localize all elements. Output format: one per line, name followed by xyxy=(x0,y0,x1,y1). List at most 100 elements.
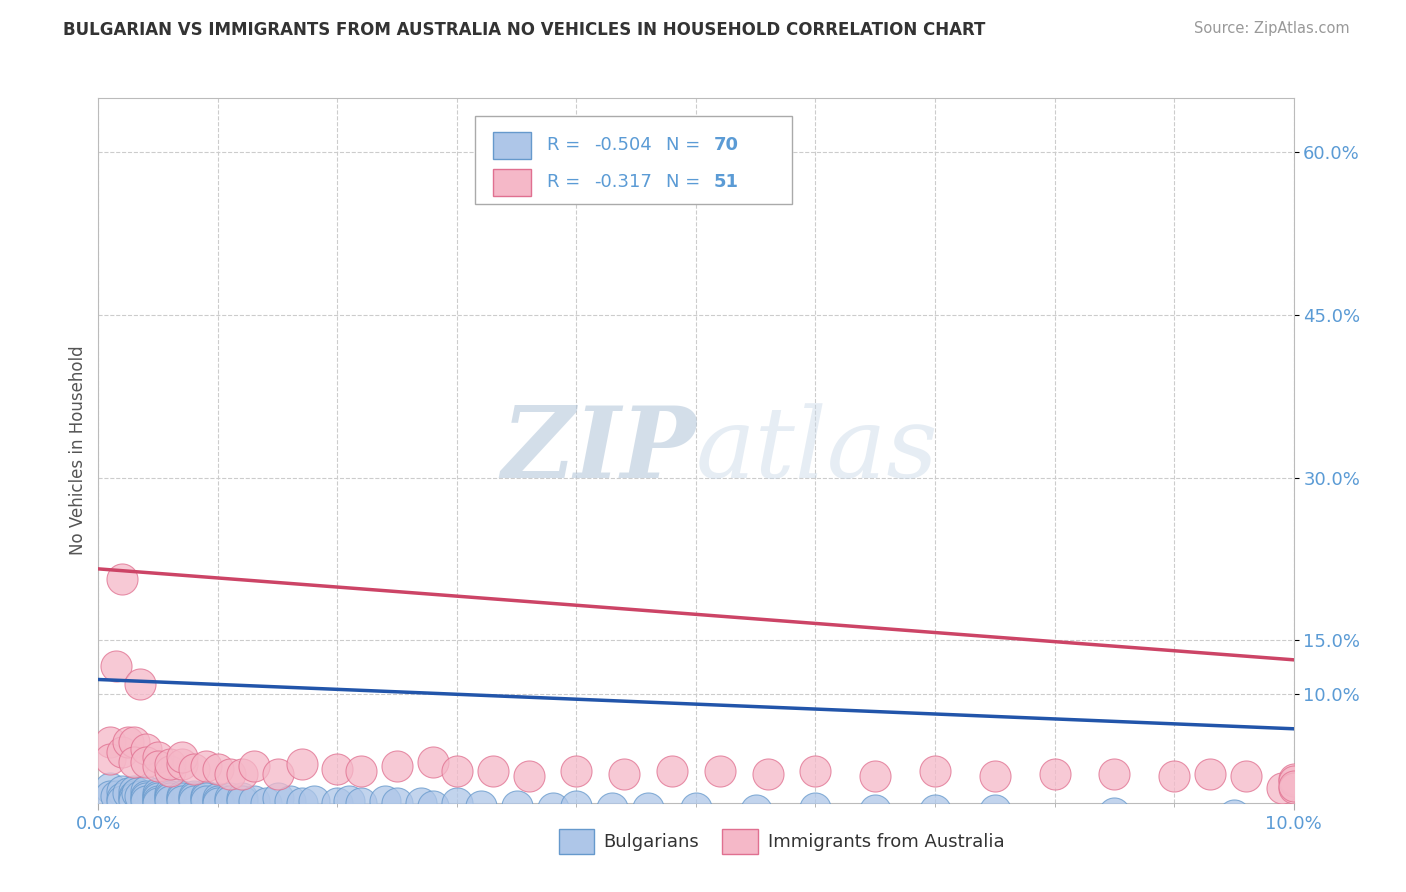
Point xyxy=(482,616,505,631)
Point xyxy=(267,623,290,637)
Point xyxy=(117,665,139,680)
Text: ZIP: ZIP xyxy=(501,402,696,499)
Text: R =: R = xyxy=(547,136,585,154)
Point xyxy=(374,681,396,696)
Point xyxy=(541,698,564,713)
Point xyxy=(135,671,157,685)
Point xyxy=(148,676,170,690)
Point xyxy=(326,611,349,625)
Point xyxy=(111,681,134,696)
Point xyxy=(207,681,229,696)
Point xyxy=(135,681,157,696)
Point xyxy=(291,687,314,701)
Point xyxy=(302,681,325,696)
Point xyxy=(98,655,122,669)
Point xyxy=(195,671,218,685)
Point xyxy=(207,687,229,701)
Point xyxy=(565,616,588,631)
Point xyxy=(135,676,157,690)
Point xyxy=(243,681,266,696)
Point xyxy=(278,681,301,696)
Point xyxy=(422,595,444,609)
Point xyxy=(339,681,361,696)
Point xyxy=(195,676,218,690)
Point xyxy=(1163,628,1185,642)
Point xyxy=(924,704,946,718)
Point xyxy=(135,568,157,582)
Text: Immigrants from Australia: Immigrants from Australia xyxy=(768,832,1004,851)
Text: atlas: atlas xyxy=(696,403,939,498)
Point xyxy=(172,681,194,696)
Point xyxy=(661,616,683,631)
Point xyxy=(207,676,229,690)
Point xyxy=(613,623,636,637)
Point xyxy=(984,704,1007,718)
Point xyxy=(129,422,152,436)
Point xyxy=(148,681,170,696)
Point xyxy=(124,671,146,685)
Point xyxy=(159,665,181,680)
Point xyxy=(291,600,314,615)
Point xyxy=(350,687,373,701)
Point xyxy=(105,671,128,685)
Point xyxy=(709,616,731,631)
Point xyxy=(517,628,540,642)
Point xyxy=(135,660,157,674)
Point xyxy=(1282,649,1305,664)
Point xyxy=(124,676,146,690)
Point xyxy=(865,704,887,718)
Point xyxy=(756,623,779,637)
Point xyxy=(924,616,946,631)
Point xyxy=(105,384,128,398)
Point xyxy=(129,671,152,685)
Point xyxy=(326,687,349,701)
Point xyxy=(506,693,529,707)
Point xyxy=(111,676,134,690)
Point xyxy=(1282,633,1305,648)
Point xyxy=(183,671,205,685)
Point xyxy=(1199,623,1222,637)
Point xyxy=(98,552,122,566)
Point xyxy=(159,681,181,696)
Point xyxy=(195,606,218,620)
Point xyxy=(422,693,444,707)
Point xyxy=(1282,639,1305,653)
Text: Bulgarians: Bulgarians xyxy=(603,832,699,851)
Point xyxy=(172,671,194,685)
Bar xyxy=(723,829,758,854)
Point xyxy=(231,623,253,637)
Bar xyxy=(494,169,531,196)
Point xyxy=(124,660,146,674)
Point xyxy=(219,676,242,690)
Point xyxy=(111,574,134,588)
Point xyxy=(172,600,194,615)
Point xyxy=(1282,655,1305,669)
Point xyxy=(1234,628,1257,642)
Point xyxy=(602,698,624,713)
Text: BULGARIAN VS IMMIGRANTS FROM AUSTRALIA NO VEHICLES IN HOUSEHOLD CORRELATION CHAR: BULGARIAN VS IMMIGRANTS FROM AUSTRALIA N… xyxy=(63,21,986,39)
Point xyxy=(385,687,409,701)
Point xyxy=(1043,623,1066,637)
Point xyxy=(159,600,181,615)
Point xyxy=(254,687,277,701)
Bar xyxy=(558,829,595,854)
FancyBboxPatch shape xyxy=(475,116,792,204)
Point xyxy=(804,616,827,631)
Point xyxy=(565,693,588,707)
Point xyxy=(111,660,134,674)
Point xyxy=(183,611,205,625)
Point xyxy=(183,676,205,690)
Text: -0.504: -0.504 xyxy=(595,136,652,154)
Point xyxy=(745,704,768,718)
Point xyxy=(470,693,492,707)
Point xyxy=(231,676,253,690)
Text: 70: 70 xyxy=(714,136,740,154)
Point xyxy=(385,606,409,620)
Point xyxy=(148,665,170,680)
Point xyxy=(685,698,707,713)
Point xyxy=(207,611,229,625)
Point xyxy=(411,687,433,701)
Point xyxy=(267,676,290,690)
Point xyxy=(135,595,157,609)
Point xyxy=(172,584,194,599)
